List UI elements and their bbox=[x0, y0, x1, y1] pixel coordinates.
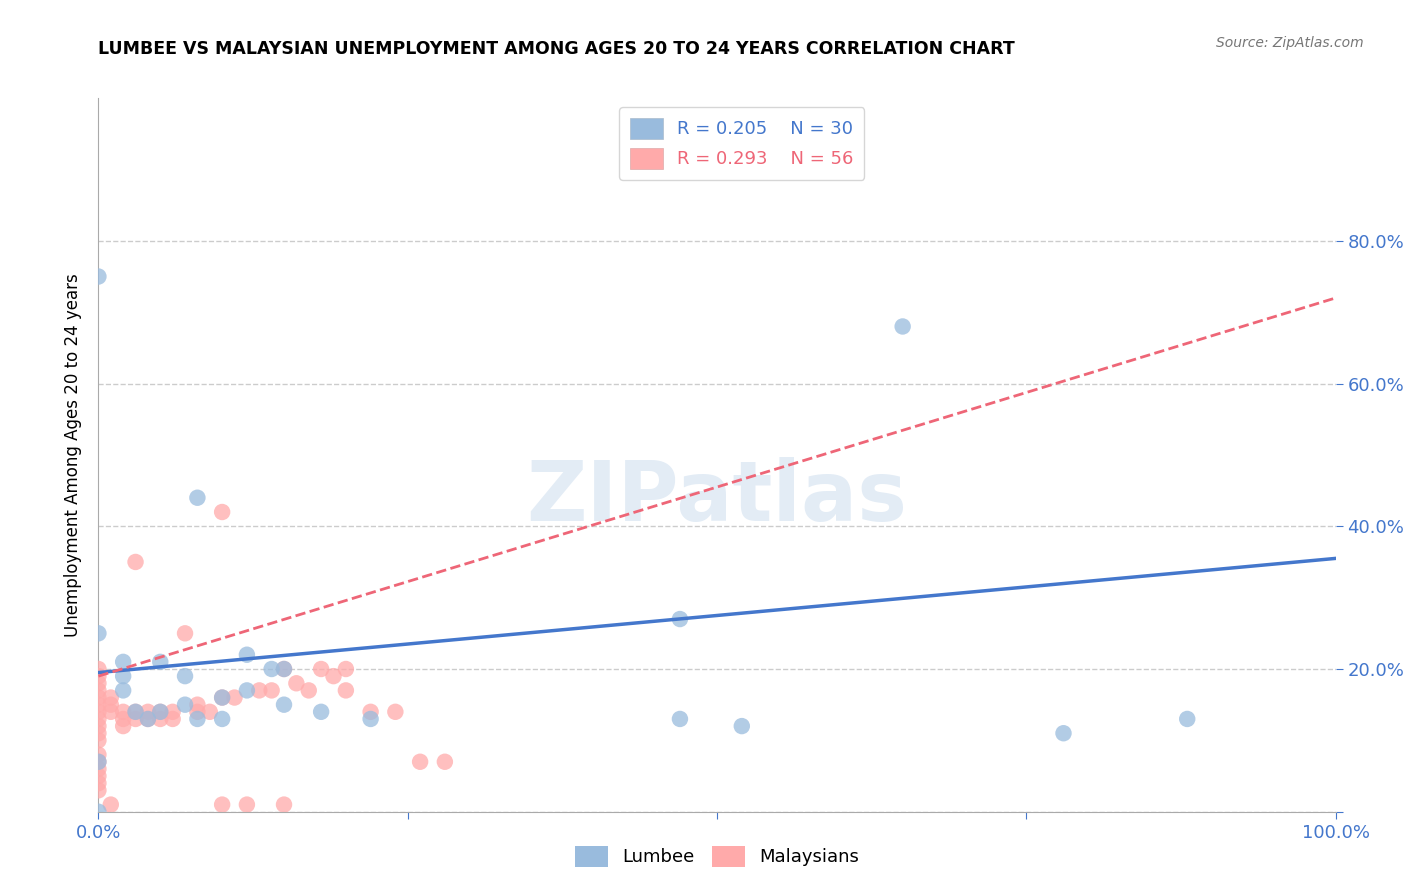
Point bbox=[87, 805, 110, 819]
Point bbox=[211, 712, 233, 726]
Point bbox=[124, 705, 146, 719]
Point bbox=[174, 698, 197, 712]
Point bbox=[731, 719, 754, 733]
Point bbox=[335, 683, 357, 698]
Point bbox=[112, 669, 135, 683]
Point bbox=[100, 797, 122, 812]
Point bbox=[87, 776, 110, 790]
Point bbox=[211, 797, 233, 812]
Point bbox=[236, 683, 259, 698]
Point bbox=[186, 698, 208, 712]
Point bbox=[87, 712, 110, 726]
Point bbox=[87, 269, 110, 284]
Point bbox=[87, 662, 110, 676]
Point bbox=[669, 612, 692, 626]
Point bbox=[87, 783, 110, 797]
Text: ZIPatlas: ZIPatlas bbox=[527, 458, 907, 538]
Point bbox=[236, 648, 259, 662]
Point bbox=[309, 705, 332, 719]
Point bbox=[162, 705, 184, 719]
Point bbox=[1052, 726, 1074, 740]
Point bbox=[335, 662, 357, 676]
Point bbox=[186, 712, 208, 726]
Point bbox=[433, 755, 456, 769]
Point bbox=[87, 726, 110, 740]
Point bbox=[260, 683, 283, 698]
Point bbox=[100, 698, 122, 712]
Point bbox=[149, 655, 172, 669]
Point bbox=[273, 662, 295, 676]
Point bbox=[891, 319, 914, 334]
Point bbox=[87, 747, 110, 762]
Point bbox=[112, 712, 135, 726]
Point bbox=[260, 662, 283, 676]
Point bbox=[87, 690, 110, 705]
Point bbox=[112, 719, 135, 733]
Point bbox=[409, 755, 432, 769]
Point bbox=[211, 690, 233, 705]
Point bbox=[112, 655, 135, 669]
Point bbox=[87, 683, 110, 698]
Point bbox=[669, 712, 692, 726]
Point bbox=[100, 705, 122, 719]
Text: Source: ZipAtlas.com: Source: ZipAtlas.com bbox=[1216, 36, 1364, 50]
Text: LUMBEE VS MALAYSIAN UNEMPLOYMENT AMONG AGES 20 TO 24 YEARS CORRELATION CHART: LUMBEE VS MALAYSIAN UNEMPLOYMENT AMONG A… bbox=[98, 40, 1015, 58]
Point bbox=[174, 669, 197, 683]
Point bbox=[149, 705, 172, 719]
Point bbox=[136, 712, 159, 726]
Point bbox=[87, 755, 110, 769]
Point bbox=[273, 662, 295, 676]
Point bbox=[298, 683, 321, 698]
Point bbox=[124, 712, 146, 726]
Point bbox=[87, 669, 110, 683]
Point bbox=[87, 762, 110, 776]
Point bbox=[186, 705, 208, 719]
Point bbox=[1175, 712, 1198, 726]
Point bbox=[87, 755, 110, 769]
Y-axis label: Unemployment Among Ages 20 to 24 years: Unemployment Among Ages 20 to 24 years bbox=[63, 273, 82, 637]
Point bbox=[87, 626, 110, 640]
Point bbox=[112, 683, 135, 698]
Point bbox=[285, 676, 308, 690]
Point bbox=[360, 712, 382, 726]
Point bbox=[87, 719, 110, 733]
Point bbox=[136, 705, 159, 719]
Point bbox=[309, 662, 332, 676]
Point bbox=[112, 705, 135, 719]
Point bbox=[87, 676, 110, 690]
Point bbox=[224, 690, 246, 705]
Point bbox=[384, 705, 406, 719]
Point bbox=[149, 705, 172, 719]
Point bbox=[87, 705, 110, 719]
Point bbox=[273, 698, 295, 712]
Point bbox=[247, 683, 270, 698]
Point bbox=[198, 705, 221, 719]
Point bbox=[273, 797, 295, 812]
Legend: Lumbee, Malaysians: Lumbee, Malaysians bbox=[568, 838, 866, 874]
Point bbox=[186, 491, 208, 505]
Point bbox=[100, 690, 122, 705]
Point bbox=[124, 555, 146, 569]
Point bbox=[87, 769, 110, 783]
Point bbox=[322, 669, 344, 683]
Point bbox=[136, 712, 159, 726]
Point bbox=[87, 733, 110, 747]
Point bbox=[162, 712, 184, 726]
Point bbox=[236, 797, 259, 812]
Point bbox=[174, 626, 197, 640]
Point bbox=[360, 705, 382, 719]
Point bbox=[211, 505, 233, 519]
Point bbox=[211, 690, 233, 705]
Point bbox=[149, 712, 172, 726]
Point bbox=[124, 705, 146, 719]
Point bbox=[87, 698, 110, 712]
